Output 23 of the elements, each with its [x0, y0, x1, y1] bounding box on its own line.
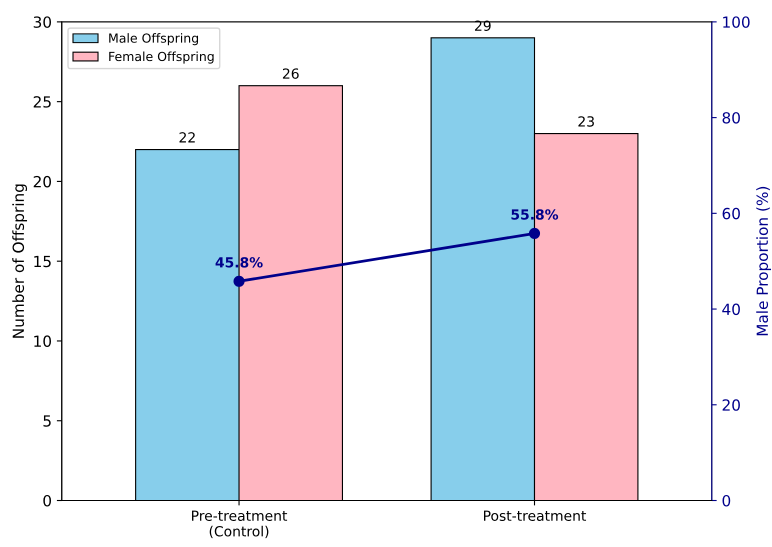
data-label: 45.8% — [216, 257, 263, 268]
y-tick-label: 0 — [43, 494, 52, 507]
y2-tick-label: 40 — [722, 304, 740, 316]
y-tick-label: 20 — [34, 176, 52, 188]
y2-axis-title: Male Proportion (%) — [756, 186, 772, 336]
y2-tick-label: 20 — [722, 399, 740, 411]
y-tick-label: 5 — [43, 415, 51, 427]
data-label: 23 — [578, 116, 594, 127]
y-axis-title: Number of Offspring — [12, 184, 28, 338]
y-tick-label: 25 — [34, 96, 51, 108]
y2-tick-label: 80 — [722, 112, 740, 124]
data-label: 22 — [180, 132, 195, 142]
y2-tick-label: 0 — [722, 494, 730, 507]
data-label: 26 — [282, 68, 299, 79]
y-tick-label: 30 — [34, 16, 52, 28]
legend-label: Male Offspring — [109, 33, 198, 46]
x-tick-label: Post-treatment — [484, 510, 586, 521]
y-tick-label: 15 — [34, 256, 51, 268]
legend-label: Female Offspring — [109, 51, 214, 64]
x-tick-label: Pre-treatment (Control) — [192, 510, 288, 538]
y2-tick-label: 100 — [723, 16, 750, 28]
y2-tick-label: 60 — [722, 208, 740, 220]
y-tick-label: 10 — [34, 335, 52, 347]
